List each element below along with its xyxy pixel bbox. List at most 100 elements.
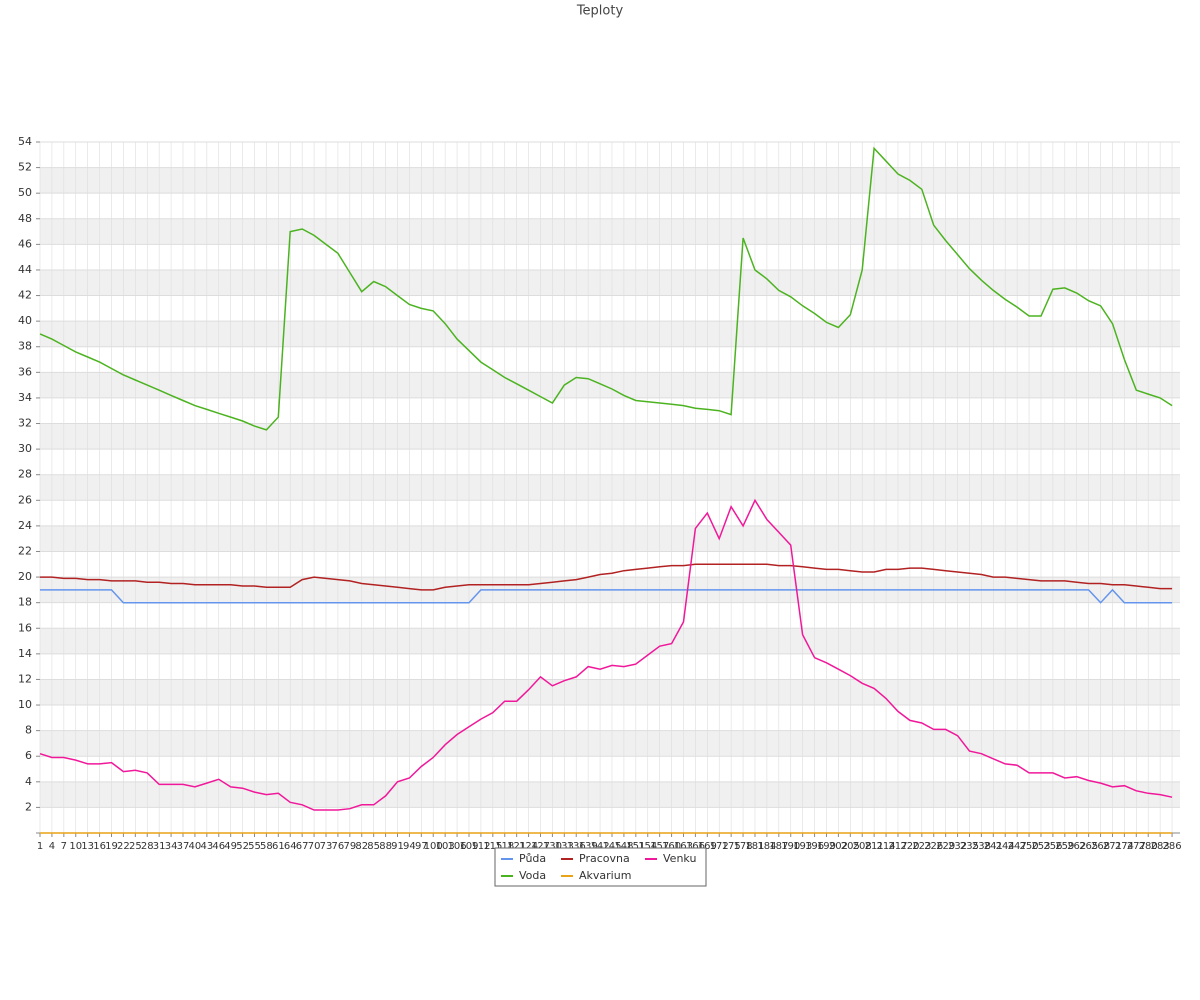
x-tick-label: 19 — [105, 841, 118, 852]
x-tick-label: 211 — [865, 841, 884, 852]
x-tick-label: 46 — [212, 841, 225, 852]
x-tick-label: 25 — [129, 841, 142, 852]
x-tick-label: 217 — [888, 841, 907, 852]
legend-label: Půda — [519, 852, 546, 865]
legend-box — [494, 847, 707, 887]
x-tick-label: 22 — [117, 841, 130, 852]
chart-title: Teploty — [576, 4, 624, 19]
x-tick-label: 166 — [686, 841, 705, 852]
x-tick-label: 133 — [555, 841, 574, 852]
x-tick-label: 244 — [996, 841, 1015, 852]
y-tick-label: 50 — [18, 186, 32, 199]
legend-label: Pracovna — [579, 852, 630, 865]
x-tick-label: 202 — [829, 841, 848, 852]
grid-band — [40, 269, 1180, 296]
y-tick-label: 42 — [18, 289, 32, 302]
series-line — [40, 563, 1173, 591]
x-tick-label: 61 — [272, 841, 285, 852]
y-tick-label: 34 — [18, 391, 32, 404]
y-tick-label: 26 — [18, 493, 32, 506]
legend-label: Akvarium — [579, 869, 631, 882]
x-tick-label: 37 — [177, 841, 190, 852]
x-tick-label: 232 — [948, 841, 967, 852]
x-tick-label: 256 — [1043, 841, 1062, 852]
x-tick-label: 130 — [543, 841, 562, 852]
x-tick-label: 145 — [602, 841, 621, 852]
x-tick-label: 97 — [415, 841, 428, 852]
x-tick-label: 271 — [1103, 841, 1122, 852]
x-tick-label: 169 — [698, 841, 717, 852]
x-tick-label: 268 — [1091, 841, 1110, 852]
grid-band — [40, 218, 1180, 245]
y-tick-label: 2 — [25, 800, 32, 813]
x-tick-label: 172 — [710, 841, 729, 852]
x-tick-label: 277 — [1127, 841, 1146, 852]
x-tick-label: 79 — [343, 841, 356, 852]
x-tick-label: 205 — [841, 841, 860, 852]
x-tick-label: 214 — [877, 841, 896, 852]
x-tick-label: 13 — [81, 841, 94, 852]
x-tick-label: 253 — [1031, 841, 1050, 852]
x-tick-label: 94 — [403, 841, 416, 852]
x-tick-label: 70 — [308, 841, 321, 852]
x-tick-label: 121 — [507, 841, 526, 852]
x-tick-label: 226 — [924, 841, 943, 852]
x-tick-label: 124 — [519, 841, 538, 852]
x-tick-label: 127 — [531, 841, 550, 852]
x-tick-label: 28 — [141, 841, 154, 852]
y-tick-label: 38 — [18, 340, 32, 353]
x-tick-label: 115 — [483, 841, 502, 852]
x-tick-label: 193 — [793, 841, 812, 852]
y-tick-label: 32 — [18, 417, 32, 430]
x-tick-label: 259 — [1055, 841, 1074, 852]
x-tick-label: 31 — [153, 841, 166, 852]
x-tick-label: 229 — [936, 841, 955, 852]
y-tick-label: 24 — [18, 519, 32, 532]
x-tick-label: 157 — [650, 841, 669, 852]
y-tick-label: 10 — [18, 698, 32, 711]
x-tick-label: 241 — [984, 841, 1003, 852]
x-tick-label: 262 — [1067, 841, 1086, 852]
x-tick-label: 91 — [391, 841, 404, 852]
series-line — [39, 146, 1173, 431]
y-tick-label: 54 — [18, 135, 32, 148]
grid-band — [40, 781, 1180, 808]
grid-band — [40, 321, 1180, 347]
y-tick-label: 36 — [18, 365, 32, 378]
y-tick-label: 22 — [18, 544, 32, 557]
x-tick-label: 64 — [284, 841, 297, 852]
x-tick-label: 106 — [448, 841, 467, 852]
y-tick-label: 30 — [18, 442, 32, 455]
x-tick-label: 109 — [459, 841, 478, 852]
x-tick-label: 7 — [61, 841, 67, 852]
x-tick-label: 52 — [236, 841, 249, 852]
x-tick-label: 247 — [1008, 841, 1027, 852]
x-tick-label: 163 — [674, 841, 693, 852]
x-tick-label: 16 — [93, 841, 106, 852]
x-tick-label: 187 — [769, 841, 788, 852]
x-tick-label: 1 — [37, 841, 43, 852]
x-tick-label: 178 — [734, 841, 753, 852]
y-tick-label: 14 — [18, 647, 32, 660]
x-tick-label: 208 — [853, 841, 872, 852]
x-tick-label: 103 — [436, 841, 455, 852]
y-tick-label: 28 — [18, 468, 32, 481]
x-tick-label: 73 — [320, 841, 333, 852]
x-tick-label: 43 — [200, 841, 213, 852]
x-tick-label: 58 — [260, 841, 273, 852]
y-tick-label: 40 — [18, 314, 32, 327]
grid-band — [40, 423, 1180, 450]
x-tick-label: 265 — [1079, 841, 1098, 852]
grid-band — [40, 372, 1180, 398]
x-tick-label: 112 — [471, 841, 490, 852]
x-tick-label: 40 — [189, 841, 202, 852]
y-tick-label: 18 — [18, 596, 32, 609]
legend-label: Voda — [519, 869, 546, 882]
legend-label: Venku — [663, 852, 696, 865]
x-tick-label: 199 — [817, 841, 836, 852]
x-tick-label: 238 — [972, 841, 991, 852]
x-tick-label: 4 — [49, 841, 55, 852]
y-tick-label: 4 — [25, 775, 32, 788]
x-tick-label: 220 — [900, 841, 919, 852]
